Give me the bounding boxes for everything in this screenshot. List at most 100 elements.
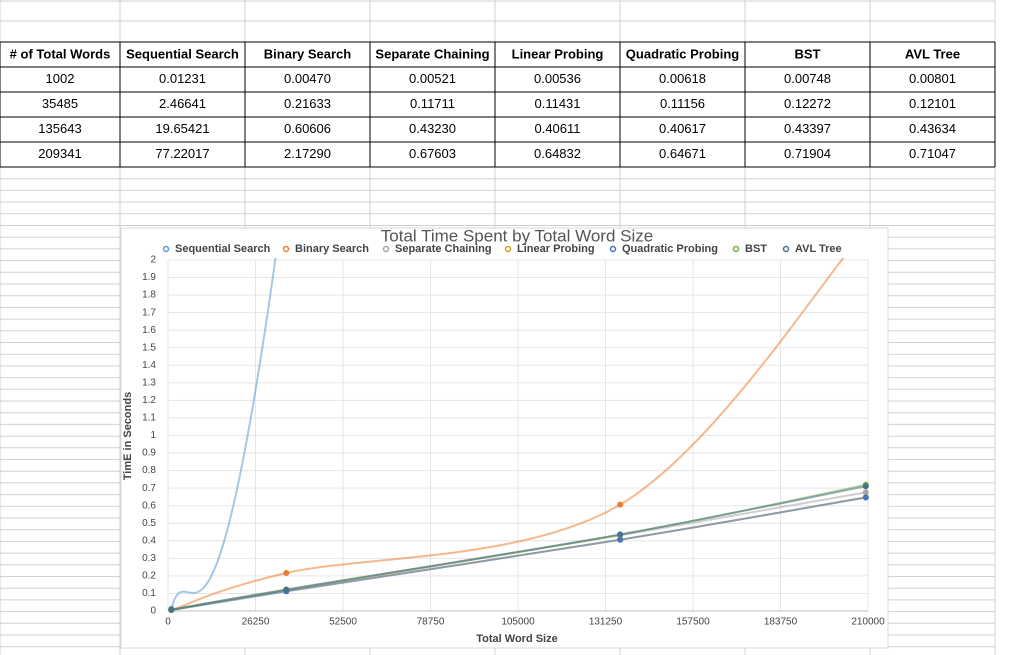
table-cell: 0.71047: [909, 146, 956, 161]
data-point: [168, 606, 175, 613]
y-tick-label: 0.6: [142, 500, 156, 511]
legend-marker: [504, 245, 512, 253]
x-tick-label: 183750: [764, 617, 798, 628]
chart-area: [120, 227, 889, 649]
series-line: [171, 258, 845, 612]
table-cell: 0.00748: [784, 71, 831, 86]
legend-marker: [282, 245, 290, 253]
legend-label: AVL Tree: [795, 243, 842, 255]
y-tick-label: 0.3: [142, 553, 156, 564]
column-header: Quadratic Probing: [626, 46, 739, 61]
legend-marker: [382, 245, 390, 253]
legend-label: Binary Search: [295, 243, 369, 255]
table-cell: 0.11431: [534, 96, 580, 111]
data-point: [862, 483, 869, 490]
x-tick-label: 157500: [676, 617, 710, 628]
table-cell: 0.11711: [410, 96, 455, 111]
data-point: [283, 586, 290, 593]
column-header: Linear Probing: [512, 46, 604, 61]
table-cell: 35485: [42, 96, 78, 111]
y-tick-label: 1: [150, 430, 156, 441]
legend-marker: [609, 245, 617, 253]
y-tick-label: 1.1: [142, 413, 156, 424]
table-fill: [0, 42, 995, 167]
table-cell: 0.00618: [659, 71, 706, 86]
y-tick-label: 0: [150, 606, 156, 617]
column-header: BST: [795, 46, 821, 61]
y-tick-label: 1.3: [142, 377, 156, 388]
table-cell: 209341: [38, 146, 81, 161]
table-cell: 0.00801: [909, 71, 956, 86]
legend-label: Sequential Search: [175, 243, 271, 255]
chart-title: Total Time Spent by Total Word Size: [381, 226, 653, 245]
y-tick-label: 0.8: [142, 465, 156, 476]
table-cell: 2.46641: [159, 96, 206, 111]
column-header: Separate Chaining: [375, 46, 489, 61]
y-tick-label: 1.4: [142, 360, 156, 371]
y-tick-label: 1.2: [142, 395, 156, 406]
table-cell: 0.43397: [784, 121, 831, 136]
table-cell: 0.67603: [409, 146, 456, 161]
table-cell: 0.71904: [784, 146, 831, 161]
data-point: [862, 489, 869, 496]
legend-marker: [162, 245, 170, 253]
y-tick-label: 0.9: [142, 448, 156, 459]
y-tick-label: 2: [150, 255, 156, 266]
x-tick-label: 26250: [242, 617, 270, 628]
column-header: AVL Tree: [905, 46, 960, 61]
table-cell: 0.43230: [409, 121, 456, 136]
table-cell: 0.01231: [159, 71, 206, 86]
table-cell: 135643: [38, 121, 81, 136]
table-cell: 0.60606: [284, 121, 331, 136]
y-tick-label: 1.8: [142, 290, 156, 301]
legend-label: Quadratic Probing: [622, 243, 718, 255]
y-tick-label: 0.5: [142, 518, 156, 529]
y-tick-label: 0.1: [142, 588, 156, 599]
table-cell: 0.40617: [659, 121, 706, 136]
y-tick-label: 1.9: [142, 272, 156, 283]
legend-label: Linear Probing: [517, 243, 595, 255]
series-line: [171, 485, 866, 611]
table-cell: 0.00521: [409, 71, 456, 86]
table-cell: 0.12101: [909, 96, 956, 111]
y-tick-label: 1.6: [142, 325, 156, 336]
table-cell: 0.40611: [534, 121, 580, 136]
table-cell: 1002: [46, 71, 75, 86]
x-tick-label: 210000: [851, 617, 885, 628]
x-tick-label: 78750: [417, 617, 445, 628]
data-point: [617, 531, 624, 538]
y-tick-label: 1.7: [142, 307, 156, 318]
legend-label: Separate Chaining: [395, 243, 492, 255]
column-header: Sequential Search: [126, 46, 239, 61]
x-axis-label: Total Word Size: [476, 633, 558, 645]
table-cell: 0.00536: [534, 71, 581, 86]
legend-label: BST: [745, 243, 767, 255]
column-header: Binary Search: [264, 46, 351, 61]
data-point: [283, 570, 290, 577]
legend-marker: [732, 245, 740, 253]
table-cell: 2.17290: [284, 146, 331, 161]
data-point: [617, 536, 624, 543]
table-cell: 19.65421: [155, 121, 209, 136]
table-cell: 0.21633: [284, 96, 331, 111]
y-tick-label: 0.2: [142, 571, 156, 582]
table-cell: 0.43634: [909, 121, 956, 136]
x-tick-label: 0: [165, 617, 171, 628]
x-tick-label: 105000: [501, 617, 535, 628]
data-point: [617, 501, 624, 508]
data-point: [283, 175, 289, 181]
y-tick-label: 0.7: [142, 483, 156, 494]
table-cell: 0.64671: [659, 146, 706, 161]
y-axis-label: TimE in Seconds: [122, 392, 134, 480]
data-point: [862, 494, 869, 501]
series-line: [171, 496, 866, 611]
x-tick-label: 52500: [329, 617, 357, 628]
table-cell: 0.00470: [284, 71, 331, 86]
legend-marker: [782, 245, 790, 253]
column-header: # of Total Words: [10, 46, 111, 61]
x-tick-label: 131250: [589, 617, 623, 628]
table-cell: 0.11156: [660, 96, 705, 111]
table-cell: 0.64832: [534, 146, 581, 161]
table-cell: 77.22017: [155, 146, 209, 161]
